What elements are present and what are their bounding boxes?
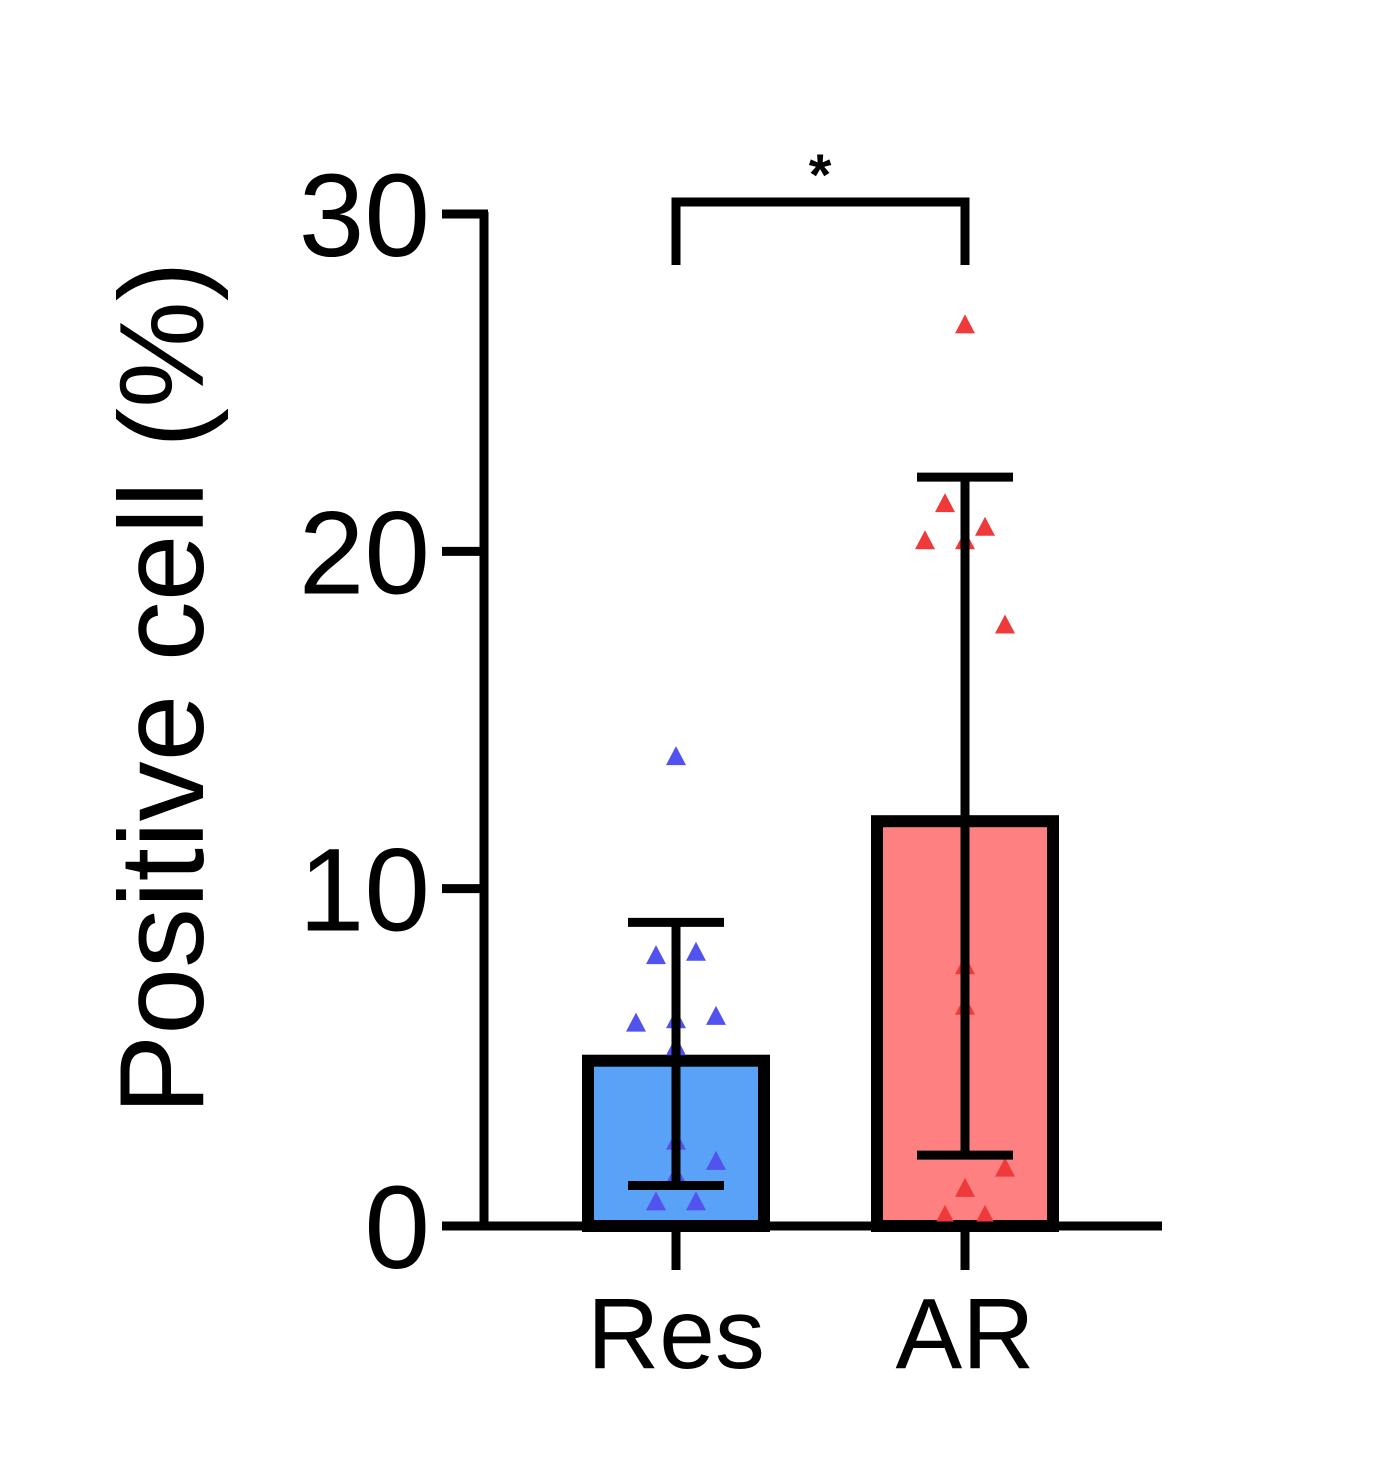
data-point-res	[666, 746, 686, 766]
data-point-res	[686, 941, 706, 961]
data-point-ar	[935, 493, 955, 513]
data-point-ar	[955, 1177, 975, 1197]
axes-layer	[479, 212, 1162, 1231]
y-axis-title: Positive cell (%)	[95, 261, 229, 1115]
data-point-res	[706, 1005, 726, 1025]
data-point-ar	[995, 1157, 1015, 1177]
error-bars-layer	[628, 472, 1013, 1191]
data-point-ar	[975, 1204, 995, 1224]
data-point-res	[646, 945, 666, 965]
data-point-ar	[915, 530, 935, 550]
y-tick-label: 20	[299, 487, 430, 619]
y-tick-label: 30	[299, 150, 430, 282]
points-layer	[626, 314, 1015, 1224]
x-tick-label: Res	[587, 1278, 765, 1390]
data-point-res	[626, 1012, 646, 1032]
data-point-res	[646, 1191, 666, 1211]
data-point-ar	[995, 614, 1015, 634]
data-point-ar	[955, 314, 975, 334]
data-point-res	[706, 1150, 726, 1170]
y-ticks-layer: 0 10 20 30	[299, 150, 488, 1294]
x-tick-label: AR	[896, 1278, 1035, 1390]
y-tick-label: 10	[299, 825, 430, 957]
significance-bracket-layer: *	[671, 143, 970, 265]
data-point-res	[686, 1191, 706, 1211]
x-ticks-layer: Res AR	[587, 1226, 1034, 1390]
significance-label: *	[809, 143, 832, 208]
significance-bracket	[671, 197, 970, 265]
bars-layer	[582, 815, 1059, 1232]
y-tick-label: 0	[364, 1162, 430, 1294]
data-point-ar	[975, 516, 995, 536]
data-point-ar	[935, 1204, 955, 1224]
